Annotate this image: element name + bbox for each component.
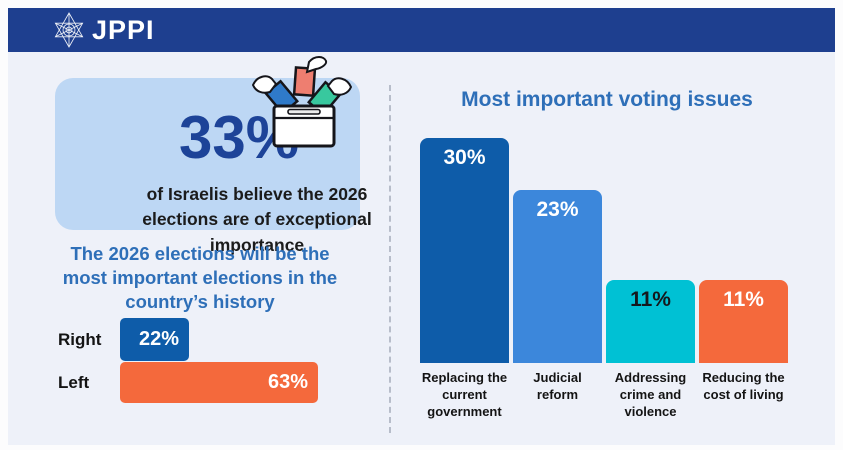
- stat-description: of Israelis believe the 2026 elections a…: [142, 184, 372, 255]
- ballot-box-icon: [252, 56, 352, 148]
- bar-value-left: 63%: [267, 371, 308, 393]
- jppi-logo: JPPI: [52, 11, 155, 49]
- bar-row-left: Left 63%: [58, 362, 318, 403]
- bar-replacing-government: 30%: [420, 138, 509, 363]
- bar-left: 63%: [120, 362, 318, 403]
- category-label-replacing-government: Replacing the current government: [421, 370, 508, 419]
- voting-issues-labels: Replacing the current government Judicia…: [420, 370, 794, 421]
- voting-issues-bar-chart: 30% 23% 11% 11%: [420, 135, 794, 363]
- bar-value-replacing-government: 30%: [443, 146, 486, 169]
- content-area: 33% of Israelis believe the 2026 electio…: [8, 52, 835, 445]
- bar-value-cost-of-living: 11%: [723, 288, 764, 311]
- category-label-cost-of-living: Reducing the cost of living: [702, 370, 785, 402]
- header-bar: JPPI: [8, 8, 835, 52]
- bar-row-right: Right 22%: [58, 318, 189, 361]
- logo-text: JPPI: [92, 14, 155, 45]
- bar-value-crime-violence: 11%: [630, 288, 671, 311]
- bar-label-left: Left: [58, 372, 90, 392]
- chart-title: Most important voting issues: [461, 88, 753, 111]
- category-label-judicial-reform: Judicial reform: [533, 370, 582, 402]
- bar-cost-of-living: 11%: [699, 280, 788, 363]
- bar-judicial-reform: 23%: [513, 190, 602, 363]
- category-label-crime-violence: Addressing crime and violence: [614, 370, 687, 419]
- bar-label-right: Right: [58, 329, 102, 349]
- bar-right: 22%: [120, 318, 189, 361]
- section-divider: [389, 85, 391, 433]
- star-of-david-icon: [54, 12, 84, 48]
- bar-value-judicial-reform: 23%: [536, 198, 579, 221]
- bar-value-right: 22%: [138, 328, 179, 350]
- statement-heading: The 2026 elections will be the most impo…: [62, 243, 338, 313]
- bar-crime-violence: 11%: [606, 280, 695, 363]
